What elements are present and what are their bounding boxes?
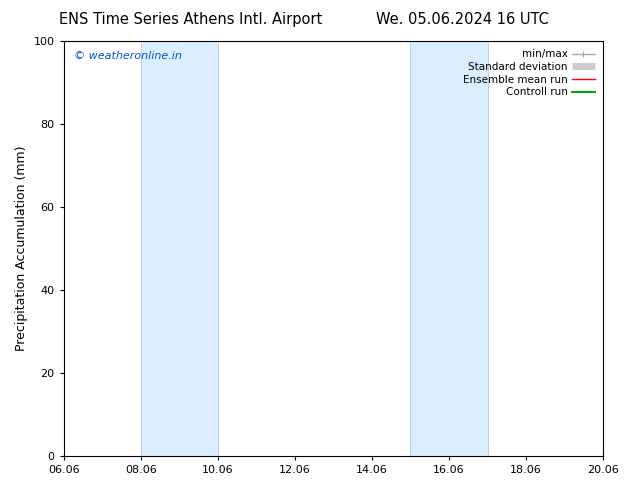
Bar [141,41,217,456]
Text: © weatheronline.in: © weatheronline.in [74,51,182,61]
Y-axis label: Precipitation Accumulation (mm): Precipitation Accumulation (mm) [15,146,28,351]
Text: We. 05.06.2024 16 UTC: We. 05.06.2024 16 UTC [377,12,549,27]
Legend: min/max, Standard deviation, Ensemble mean run, Controll run: min/max, Standard deviation, Ensemble me… [460,46,598,100]
Text: ENS Time Series Athens Intl. Airport: ENS Time Series Athens Intl. Airport [58,12,322,27]
Bar [410,41,488,456]
